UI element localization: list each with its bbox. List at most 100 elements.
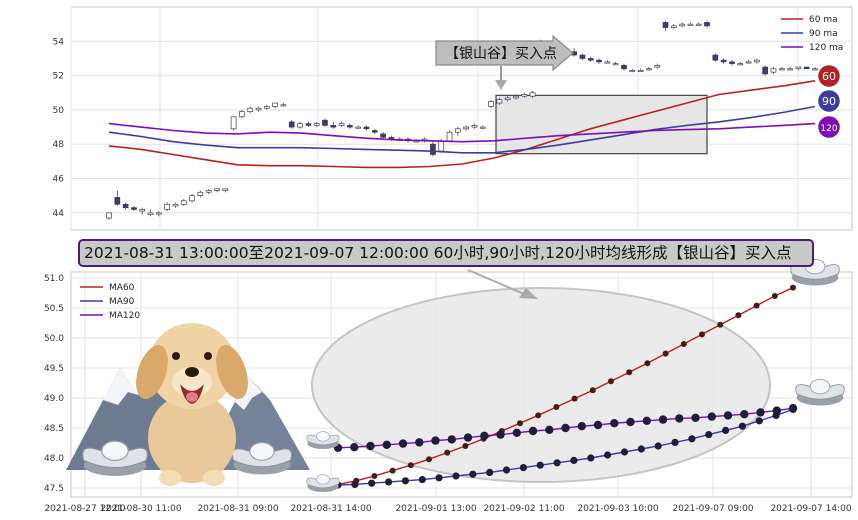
candle-body <box>612 63 619 66</box>
bottom-point-MA60 <box>407 462 414 469</box>
bottom-point-MA120 <box>528 426 538 436</box>
bottom-point-MA120 <box>431 436 440 445</box>
candle-body <box>712 54 719 61</box>
candle-body <box>197 191 204 197</box>
bottom-point-MA120 <box>626 417 635 427</box>
bottom-point-MA60 <box>426 456 432 463</box>
bottom-point-MA60 <box>662 350 669 357</box>
bottom-point-MA120 <box>593 420 603 430</box>
ma-badge-label: 90 <box>822 95 836 108</box>
candle-body <box>272 102 278 107</box>
candle-body <box>114 197 121 205</box>
bottom-point-MA90 <box>502 466 511 474</box>
candle-body <box>795 66 802 70</box>
ma-badge-label: 60 <box>822 70 836 83</box>
silver-ingot-right <box>231 442 293 475</box>
candle-body <box>687 23 694 26</box>
callout-arrow <box>435 34 574 72</box>
candle-body <box>529 92 536 97</box>
candle-body <box>787 68 793 71</box>
bottom-point-MA90 <box>401 477 409 485</box>
bottom-point-MA60 <box>444 449 451 456</box>
candle-body <box>205 190 212 193</box>
bottom-point-MA90 <box>654 442 662 450</box>
candle-body <box>513 95 519 99</box>
dog-ear-right <box>216 345 248 399</box>
bottom-x-tick-label: 2021-08-30 11:00 <box>100 504 181 514</box>
top-y-tick-label: 44 <box>53 209 65 219</box>
bottom-point-MA90 <box>637 445 645 453</box>
candle-body <box>521 94 528 97</box>
candle-body <box>263 106 270 109</box>
candle-body <box>670 25 677 28</box>
bottom-point-MA90 <box>755 417 763 425</box>
dog-nose <box>185 367 199 377</box>
bottom-y-tick-label: 48.0 <box>44 454 64 464</box>
bottom-y-tick-label: 51.0 <box>44 274 64 284</box>
bottom-point-MA120 <box>480 431 489 440</box>
golden-retriever-illustration <box>136 323 248 486</box>
candle-body <box>812 68 818 71</box>
ingot-top <box>809 378 831 395</box>
candle-body <box>778 68 785 71</box>
bottom-x-tick-label: 2021-09-07 09:00 <box>672 504 753 514</box>
candle-body <box>330 125 337 128</box>
candle-body <box>106 212 112 219</box>
top-y-tick-label: 54 <box>53 37 65 47</box>
bottom-legend-label: MA120 <box>109 311 140 321</box>
top-y-tick-label: 50 <box>53 106 65 116</box>
bottom-point-MA120 <box>382 440 391 449</box>
silver-ingot-small-b <box>306 474 340 492</box>
candle-body <box>347 125 353 128</box>
bottom-point-MA120 <box>447 435 456 444</box>
candle-body <box>430 143 436 155</box>
bottom-point-MA120 <box>772 406 781 415</box>
candle-body <box>338 123 345 126</box>
top-line-60ma <box>108 80 816 169</box>
bottom-point-MA120 <box>756 408 765 417</box>
bottom-point-MA90 <box>519 464 528 472</box>
candle-body <box>704 22 710 27</box>
silver-ingot-left <box>82 440 148 476</box>
bottom-line-MA90 <box>337 408 794 486</box>
candle-body <box>147 212 154 215</box>
bottom-legend-label: MA60 <box>109 283 135 293</box>
candle-body <box>479 126 486 129</box>
candle-body <box>189 195 195 202</box>
bottom-x-tick-label: 2021-08-31 14:00 <box>290 504 371 514</box>
banner-pointer-head <box>519 288 538 299</box>
bottom-point-MA90 <box>738 422 747 430</box>
candle-body <box>305 123 312 126</box>
dog-head <box>148 323 236 409</box>
candle-body <box>139 209 146 212</box>
candle-body <box>155 212 162 215</box>
candle-body <box>754 59 760 63</box>
top-legend-label: 120 ma <box>809 43 843 53</box>
bottom-point-MA120 <box>496 430 505 439</box>
ma-badge-120 <box>816 114 842 140</box>
candle-body <box>288 121 295 128</box>
top-y-tick-label: 46 <box>53 175 65 185</box>
dog-eye-left <box>172 352 180 360</box>
bottom-point-MA120 <box>642 416 651 425</box>
bottom-y-tick-label: 49.0 <box>44 394 64 404</box>
bottom-point-MA90 <box>469 470 477 478</box>
bottom-point-MA120 <box>545 425 554 434</box>
ingot-top <box>316 474 330 485</box>
bottom-point-MA120 <box>577 422 586 431</box>
bottom-x-tick-label: 2021-09-02 11:00 <box>483 504 564 514</box>
dog-paw-left <box>159 470 181 486</box>
candle-body <box>621 64 627 70</box>
candle-body <box>695 23 702 26</box>
bottom-x-tick-label: 2021-09-01 13:00 <box>395 504 476 514</box>
candle-body <box>222 188 229 191</box>
callout-pointer-head <box>495 80 507 90</box>
bottom-point-MA60 <box>371 473 378 479</box>
candle-body <box>679 23 685 27</box>
candle-body <box>230 116 237 130</box>
bottom-point-MA120 <box>675 414 684 423</box>
candle-body <box>737 63 744 66</box>
top-legend-label: 60 ma <box>809 15 838 25</box>
bottom-point-MA120 <box>740 410 749 419</box>
dog-tongue <box>186 392 198 402</box>
